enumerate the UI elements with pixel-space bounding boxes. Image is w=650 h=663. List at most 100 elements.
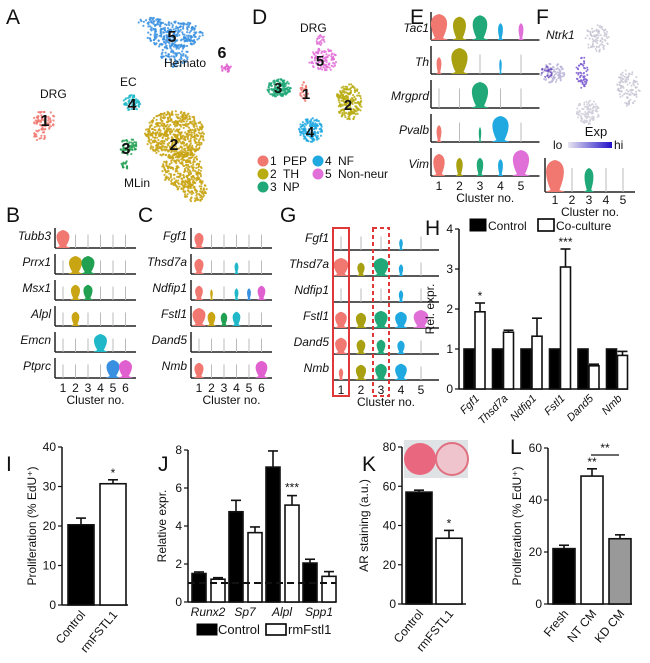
cell-point bbox=[200, 126, 204, 129]
cell-point bbox=[157, 133, 160, 136]
violin-row: Alpl bbox=[30, 306, 136, 327]
cell-point bbox=[199, 169, 202, 172]
cell-point bbox=[629, 98, 632, 101]
cell-point bbox=[163, 173, 166, 177]
cluster-number: 2 bbox=[344, 97, 352, 114]
cell-point bbox=[543, 69, 546, 72]
y-tick-label: 20 bbox=[383, 558, 397, 572]
panel-c-violins: Fgf1 Thsd7a Ndfip1 Fstl1 Dand5 Nmb 1 2 3 4 5 6Clust… bbox=[147, 228, 272, 407]
cell-point bbox=[167, 53, 171, 56]
cell-point bbox=[198, 160, 202, 163]
violin bbox=[193, 362, 205, 378]
cell-point bbox=[229, 65, 232, 68]
cell-point bbox=[319, 67, 322, 70]
legend-item: 2 TH bbox=[257, 167, 299, 181]
cell-point bbox=[181, 31, 184, 34]
cell-point bbox=[163, 46, 166, 49]
gene-label: Fstl1 bbox=[161, 307, 187, 321]
cell-point bbox=[180, 120, 183, 124]
cell-point bbox=[199, 135, 202, 138]
bar-co-culture bbox=[502, 331, 515, 390]
cell-point bbox=[134, 98, 138, 101]
cell-point bbox=[322, 57, 325, 60]
cell-point bbox=[598, 50, 601, 53]
cell-point bbox=[343, 95, 346, 98]
cell-point bbox=[359, 109, 362, 112]
cell-point bbox=[169, 130, 172, 133]
cell-point bbox=[580, 63, 583, 66]
cell-point bbox=[189, 142, 192, 145]
cell-point bbox=[299, 125, 302, 129]
cell-point bbox=[186, 125, 189, 128]
cell-point bbox=[156, 136, 159, 139]
cell-point bbox=[630, 84, 633, 87]
cell-point bbox=[590, 46, 593, 49]
cell-point bbox=[177, 47, 180, 50]
cell-point bbox=[200, 123, 203, 126]
cell-point bbox=[173, 58, 177, 61]
scale-title: Exp bbox=[585, 124, 607, 139]
cell-point bbox=[178, 154, 181, 157]
cell-point bbox=[122, 149, 125, 152]
cell-point bbox=[199, 179, 202, 182]
cell-point bbox=[165, 44, 168, 47]
cell-point bbox=[185, 44, 189, 48]
cell-point bbox=[593, 35, 596, 38]
cell-point bbox=[306, 134, 310, 137]
cell-point bbox=[41, 131, 45, 134]
y-axis-label: AR staining (a.u.) bbox=[357, 479, 371, 572]
cell-point bbox=[171, 44, 174, 47]
x-axis-label: Cluster no. bbox=[456, 191, 514, 205]
cell-point bbox=[149, 147, 152, 150]
cell-point bbox=[133, 107, 136, 111]
cell-point bbox=[625, 88, 628, 91]
cell-point bbox=[591, 31, 594, 34]
violin-row: Dand5 bbox=[152, 332, 272, 353]
cell-point bbox=[186, 180, 189, 183]
significance-mark: ** bbox=[587, 455, 597, 469]
violin bbox=[499, 59, 502, 74]
cell-point bbox=[152, 136, 155, 139]
cell-point bbox=[195, 125, 198, 128]
gene-label: Tubb3 bbox=[18, 229, 51, 243]
cell-point bbox=[624, 69, 627, 72]
cell-point bbox=[281, 92, 284, 95]
cell-point bbox=[299, 133, 302, 137]
cell-point bbox=[183, 167, 187, 171]
violin bbox=[255, 360, 268, 378]
violin bbox=[80, 256, 96, 274]
cluster-tick: 5 bbox=[246, 381, 253, 395]
cell-point bbox=[134, 102, 138, 105]
cell-point bbox=[178, 185, 181, 188]
violin bbox=[398, 238, 404, 250]
cell-point bbox=[175, 166, 179, 170]
cell-point bbox=[160, 148, 163, 151]
cell-point bbox=[580, 79, 583, 82]
panel-letter: F bbox=[536, 6, 549, 29]
cell-point bbox=[271, 89, 274, 92]
cell-point bbox=[181, 178, 184, 181]
violin-row: Ptprc bbox=[23, 358, 136, 379]
cell-point bbox=[157, 39, 160, 42]
cell-point bbox=[599, 40, 602, 43]
cluster-tick: 5 bbox=[110, 381, 117, 395]
legend-id: 5 bbox=[325, 167, 332, 181]
cell-point bbox=[182, 176, 185, 179]
cell-point bbox=[172, 183, 175, 187]
cell-point bbox=[339, 104, 342, 107]
y-tick-label: 0 bbox=[49, 598, 56, 612]
cell-point bbox=[588, 120, 591, 123]
violin bbox=[334, 311, 348, 328]
cell-point bbox=[153, 41, 156, 45]
cell-point bbox=[147, 133, 150, 136]
cell-point bbox=[146, 128, 150, 131]
cell-point bbox=[184, 116, 187, 119]
cell-point bbox=[147, 130, 150, 133]
cell-point bbox=[626, 76, 629, 79]
cell-point bbox=[181, 162, 184, 165]
cell-point bbox=[174, 125, 177, 128]
cell-point bbox=[353, 95, 356, 99]
cell-point bbox=[595, 28, 598, 31]
cell-point bbox=[159, 21, 163, 24]
cell-point bbox=[312, 65, 315, 68]
